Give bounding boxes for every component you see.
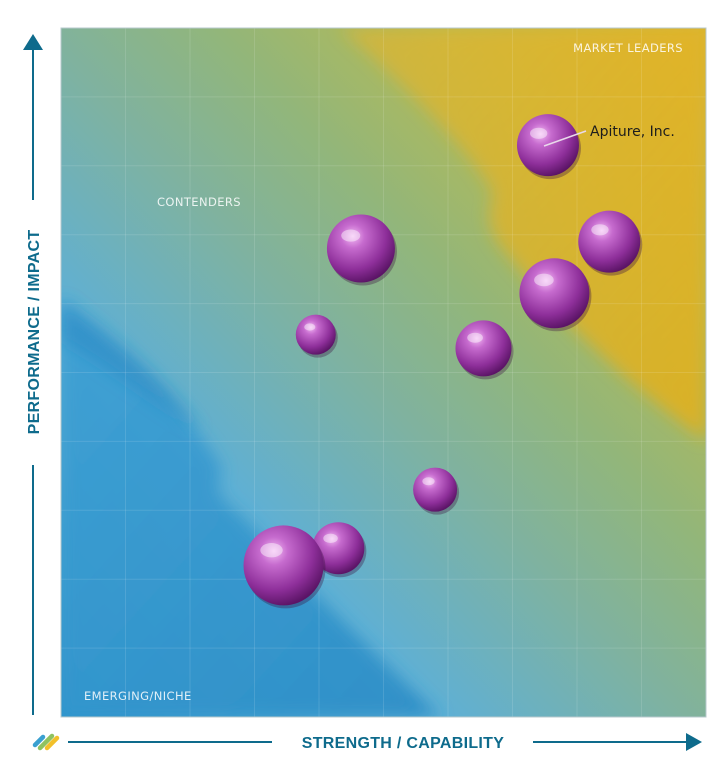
bubble-sphere	[519, 258, 590, 329]
bubble-highlight	[467, 332, 483, 343]
bubble-highlight	[341, 229, 361, 242]
bubble-sphere	[413, 467, 458, 512]
bubble-point	[519, 258, 592, 332]
bubble-sphere	[326, 214, 395, 283]
bubble-series	[243, 114, 643, 609]
plot-border	[60, 27, 707, 718]
bubble-point	[295, 314, 338, 358]
bubble-highlight	[529, 127, 548, 139]
zone-label-contenders: CONTENDERS	[157, 195, 241, 209]
callout-label: Apiture, Inc.	[590, 124, 675, 140]
bubble-point	[455, 320, 514, 380]
bubble-highlight	[304, 323, 316, 331]
y-axis: PERFORMANCE / IMPACT	[23, 34, 43, 715]
bubble-sphere	[455, 320, 512, 377]
bubble-highlight	[591, 224, 609, 236]
bubble-highlight	[422, 477, 435, 486]
bubble-point	[243, 525, 326, 609]
bubble-highlight	[534, 273, 554, 287]
bubble-highlight	[323, 533, 338, 543]
zone-label-emerging-niche: EMERGING/NICHE	[84, 689, 192, 703]
bubble-highlight	[260, 543, 283, 558]
bubble-point	[326, 214, 397, 286]
bubble-point	[413, 467, 460, 515]
callout-line	[543, 130, 587, 147]
stripes-logo-icon	[32, 733, 60, 751]
bubble-sphere	[295, 314, 336, 355]
y-axis-title: PERFORMANCE / IMPACT	[26, 230, 43, 435]
x-axis: STRENGTH / CAPABILITY	[68, 733, 702, 752]
plot-background	[61, 28, 706, 717]
bubble-sphere	[312, 522, 365, 575]
x-axis-title: STRENGTH / CAPABILITY	[302, 735, 504, 752]
y-axis-arrow-icon	[23, 34, 43, 50]
x-axis-arrow-icon	[686, 733, 702, 751]
bubble-sphere	[243, 525, 324, 606]
zone-label-market-leaders: MARKET LEADERS	[573, 41, 683, 55]
bubble-sphere	[578, 210, 641, 273]
bubble-point	[578, 210, 643, 276]
bubble-point	[312, 522, 367, 578]
